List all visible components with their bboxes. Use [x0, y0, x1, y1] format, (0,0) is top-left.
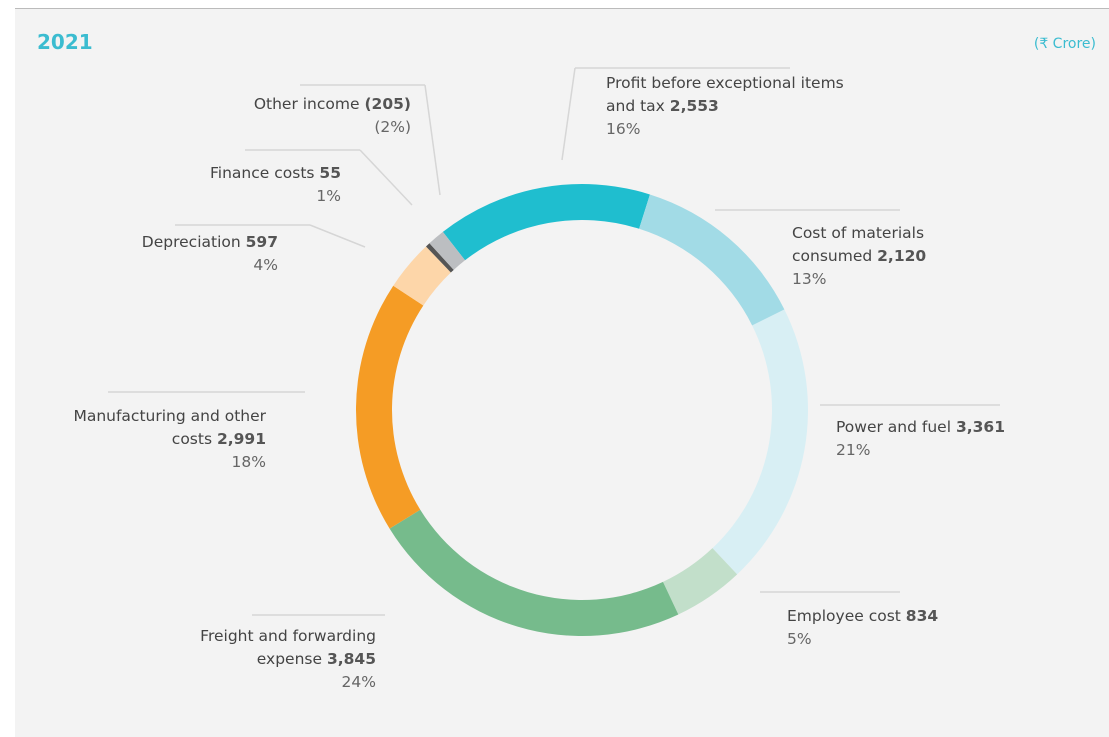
leader	[359, 149, 413, 206]
donut-segment	[639, 194, 785, 326]
donut-segment	[662, 548, 738, 615]
percent-label: 13%	[792, 270, 827, 288]
value-label: 3,361	[955, 418, 1005, 436]
segment-label: Other income (205) (2%)	[191, 93, 411, 139]
percent-label: 5%	[787, 630, 812, 648]
value-label: (205)	[364, 95, 411, 113]
donut-segment	[442, 184, 650, 261]
value-label: 2,991	[216, 430, 266, 448]
donut-segment	[389, 509, 679, 636]
segment-label: Manufacturing and other costs 2,991 18%	[66, 405, 266, 474]
category-name: Other income	[253, 95, 360, 113]
category-name: Finance costs	[210, 164, 315, 182]
donut-segment	[393, 246, 451, 306]
percent-label: 18%	[231, 453, 266, 471]
percent-label: 16%	[606, 120, 641, 138]
category-name: Power and fuel	[836, 418, 952, 436]
donut-segment	[429, 231, 466, 270]
segment-label: Cost of materials consumed 2,120 13%	[792, 222, 962, 291]
value-label: 597	[245, 233, 278, 251]
leader-lines	[108, 67, 1000, 616]
segment-label: Freight and forwarding expense 3,845 24%	[146, 625, 376, 694]
donut-segment	[712, 309, 808, 575]
value-label: 834	[905, 607, 939, 625]
segment-label: Finance costs 55 1%	[121, 162, 341, 208]
donut-segment	[425, 243, 454, 273]
leader	[424, 84, 441, 196]
category-name: Cost of materials consumed	[792, 224, 925, 265]
segment-label: Power and fuel 3,361 21%	[836, 416, 1056, 462]
value-label: 2,120	[877, 247, 927, 265]
value-label: 55	[319, 164, 341, 182]
percent-label: 24%	[341, 673, 376, 691]
leader	[309, 224, 366, 248]
value-label: 2,553	[669, 97, 719, 115]
category-name: Freight and forwarding expense	[200, 627, 376, 668]
category-name: Manufacturing and other costs	[73, 407, 266, 448]
segment-label: Depreciation 597 4%	[58, 231, 278, 277]
category-name: Profit before exceptional items and tax	[606, 74, 844, 115]
percent-label: 4%	[253, 256, 278, 274]
category-name: Depreciation	[141, 233, 241, 251]
segment-label: Employee cost 834 5%	[787, 605, 1007, 651]
percent-label: (2%)	[374, 118, 411, 136]
category-name: Employee cost	[787, 607, 901, 625]
leader	[561, 67, 576, 161]
segment-label: Profit before exceptional items and tax …	[606, 72, 846, 141]
value-label: 3,845	[326, 650, 376, 668]
percent-label: 1%	[316, 187, 341, 205]
unit-label: (₹ Crore)	[1033, 36, 1096, 52]
percent-label: 21%	[836, 441, 871, 459]
chart-title: 2021	[37, 30, 93, 54]
donut-segment	[356, 285, 424, 529]
